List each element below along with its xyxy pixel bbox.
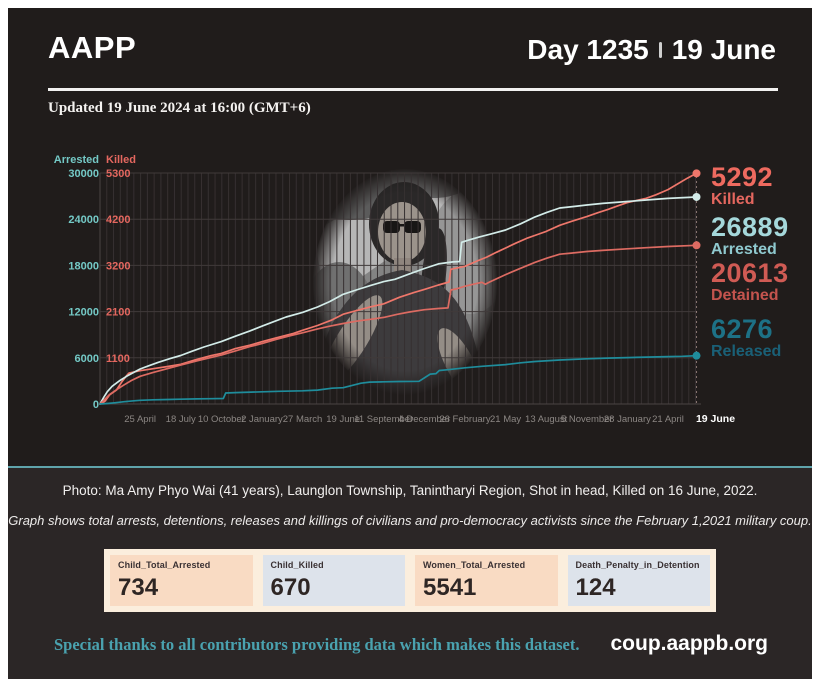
updated-timestamp: Updated 19 June 2024 at 16:00 (GMT+6) (48, 100, 311, 116)
website-url: coup.aappb.org (610, 632, 769, 655)
section-divider (8, 466, 812, 468)
svg-text:30000: 30000 (68, 168, 99, 180)
svg-text:18000: 18000 (68, 260, 99, 272)
total-arrested: 26889 Arrested (711, 214, 789, 258)
svg-text:21 May: 21 May (490, 414, 521, 425)
svg-text:24000: 24000 (68, 214, 99, 226)
chart-series-lines (99, 169, 701, 405)
stat-label: Child_Total_Arrested (118, 560, 211, 570)
arrested-label: Arrested (711, 241, 777, 258)
thanks-note: Special thanks to all contributors provi… (54, 635, 580, 654)
footer: Special thanks to all contributors provi… (8, 612, 812, 656)
svg-text:28 January: 28 January (604, 414, 651, 425)
graph-note: Graph shows total arrests, detentions, r… (8, 513, 812, 528)
stat-value: 124 (575, 574, 616, 601)
stat-label: Women_Total_Arrested (423, 560, 526, 570)
svg-text:Killed: Killed (106, 154, 136, 166)
svg-text:13 August: 13 August (525, 414, 568, 425)
photo-caption: Photo: Ma Amy Phyo Wai (41 years), Laung… (62, 483, 758, 498)
day-number: Day 1235 (527, 34, 649, 65)
stat-death-penalty: Death_Penalty_in_Detention 124 (567, 555, 710, 606)
svg-text:2100: 2100 (106, 307, 130, 319)
chart-axis-labels: Arrested Killed 30000 5300 24000 4200 18000 320… (54, 154, 735, 425)
svg-text:19 June: 19 June (326, 414, 360, 425)
stat-value: 5541 (423, 574, 477, 601)
svg-text:12000: 12000 (68, 307, 99, 319)
svg-text:4200: 4200 (106, 214, 130, 226)
detained-count: 20613 (711, 258, 789, 288)
total-released: 6276 Released (711, 316, 781, 360)
released-label: Released (711, 343, 782, 360)
arrested-count: 26889 (711, 212, 789, 242)
infographic-card: AAPP Day 1235 19 June Updated 19 June 20… (8, 8, 812, 679)
stat-child-arrested: Child_Total_Arrested 734 (110, 555, 253, 606)
svg-text:18 July: 18 July (166, 414, 196, 425)
detained-label: Detained (711, 287, 779, 304)
line-chart: Arrested Killed 30000 5300 24000 4200 18000 320… (8, 132, 812, 466)
current-date: 19 June (671, 34, 776, 65)
released-count: 6276 (711, 314, 774, 344)
day-counter: Day 1235 19 June (527, 34, 776, 66)
svg-text:3200: 3200 (106, 260, 130, 272)
svg-text:11 September: 11 September (354, 414, 413, 425)
stat-value: 734 (118, 574, 159, 601)
brand-logo: AAPP (48, 30, 137, 65)
svg-text:25 April: 25 April (124, 414, 156, 425)
svg-text:6000: 6000 (75, 353, 99, 365)
killed-count: 5292 (711, 162, 774, 192)
stat-child-killed: Child_Killed 670 (262, 555, 405, 606)
killed-label: Killed (711, 191, 755, 208)
header: AAPP Day 1235 19 June (48, 30, 776, 66)
stat-strip: Child_Total_Arrested 734 Child_Killed 67… (104, 549, 716, 612)
svg-text:21 April: 21 April (652, 414, 684, 425)
svg-text:27 March: 27 March (283, 414, 323, 425)
svg-text:4 December: 4 December (398, 414, 450, 425)
svg-text:5300: 5300 (106, 168, 130, 180)
separator-bar (658, 42, 662, 58)
svg-text:0: 0 (93, 399, 99, 411)
svg-text:1100: 1100 (106, 353, 130, 365)
svg-text:26 February: 26 February (439, 414, 490, 425)
chart-canvas: Arrested Killed 30000 5300 24000 4200 18000 320… (54, 154, 735, 425)
svg-text:19 June: 19 June (696, 413, 735, 425)
info-section: Photo: Ma Amy Phyo Wai (41 years), Laung… (8, 468, 812, 679)
svg-text:2 January: 2 January (241, 414, 283, 425)
header-divider (48, 88, 778, 91)
svg-text:10 October: 10 October (198, 414, 245, 425)
svg-text:Arrested: Arrested (54, 154, 99, 166)
total-detained: 20613 Detained (711, 260, 789, 304)
stat-label: Child_Killed (270, 560, 324, 570)
stat-value: 670 (270, 574, 311, 601)
svg-text:5 November: 5 November (561, 414, 613, 425)
stat-label: Death_Penalty_in_Detention (575, 560, 700, 570)
stat-women-arrested: Women_Total_Arrested 5541 (415, 555, 558, 606)
chart-section: AAPP Day 1235 19 June Updated 19 June 20… (8, 8, 812, 466)
total-killed: 5292 Killed (711, 164, 773, 208)
